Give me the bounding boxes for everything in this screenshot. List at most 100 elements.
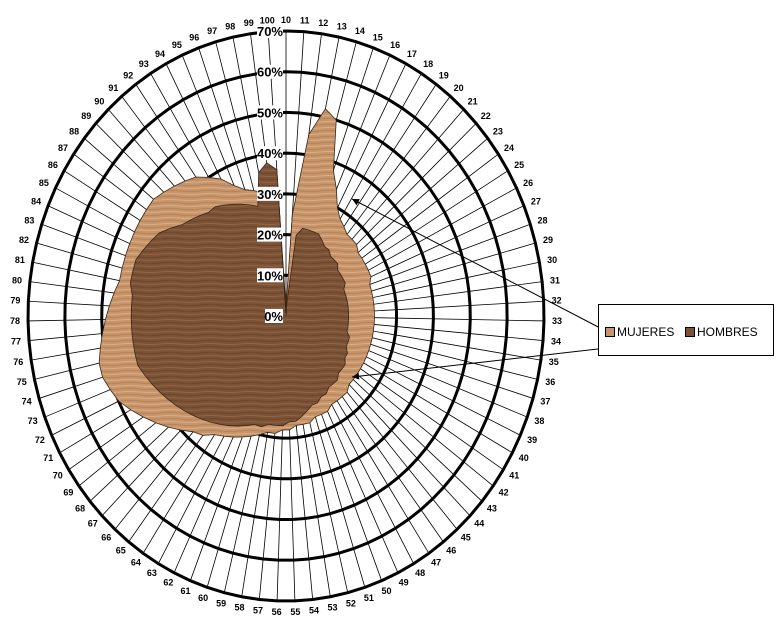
category-label: 67 (88, 518, 98, 528)
category-label: 60 (198, 593, 208, 603)
category-label: 20 (454, 83, 464, 93)
category-label: 76 (13, 357, 23, 367)
category-label: 85 (39, 178, 49, 188)
legend-item-mujeres: MUJERES (605, 325, 674, 339)
tick-label: 30% (257, 187, 283, 202)
category-label: 23 (493, 126, 503, 136)
category-label: 56 (272, 607, 282, 617)
category-label: 81 (15, 255, 25, 265)
category-label: 89 (81, 111, 91, 121)
category-label: 53 (328, 603, 338, 613)
category-label: 75 (17, 377, 27, 387)
tick-label-bg (257, 146, 283, 161)
category-label: 79 (10, 296, 20, 306)
series-area-hombres (129, 162, 350, 428)
category-label: 43 (487, 503, 497, 513)
tick-label: 0% (264, 309, 283, 324)
category-label: 95 (172, 40, 182, 50)
category-label: 36 (545, 377, 555, 387)
category-label: 48 (415, 568, 425, 578)
category-label: 51 (364, 593, 374, 603)
category-label: 94 (155, 49, 165, 59)
category-label: 82 (19, 235, 29, 245)
legend-arrow-mujeres (351, 198, 605, 331)
tick-label: 20% (257, 228, 283, 243)
tick-label: 70% (257, 24, 283, 39)
legend-arrow-mujeres-head (352, 199, 360, 206)
category-label: 98 (225, 21, 235, 31)
category-label: 42 (499, 487, 509, 497)
category-label: 57 (253, 605, 263, 615)
grid-ring (63, 70, 509, 562)
category-label: 72 (35, 435, 45, 445)
category-label: 22 (481, 111, 491, 121)
tick-label: 50% (257, 105, 283, 120)
category-label: 39 (527, 435, 537, 445)
category-label: 84 (31, 197, 41, 207)
category-label: 27 (531, 197, 541, 207)
category-label: 28 (538, 216, 548, 226)
category-label: 14 (355, 26, 365, 36)
category-label: 47 (431, 557, 441, 567)
category-label: 26 (523, 178, 533, 188)
category-label: 78 (10, 316, 20, 326)
legend: MUJERES HOMBRES (598, 304, 774, 356)
category-label: 10 (281, 15, 291, 25)
tick-label-bg (257, 24, 283, 38)
category-label: 29 (543, 235, 553, 245)
category-label: 49 (399, 578, 409, 588)
category-label: 40 (519, 453, 529, 463)
tick-label-bg (265, 309, 283, 323)
category-label: 100 (260, 16, 275, 26)
category-label: 68 (75, 503, 85, 513)
category-label: 80 (12, 275, 22, 285)
category-label: 37 (540, 397, 550, 407)
category-label: 31 (550, 275, 560, 285)
legend-swatch-mujeres (605, 327, 615, 337)
category-label: 34 (551, 337, 561, 347)
category-label: 66 (101, 533, 111, 543)
category-label: 38 (534, 416, 544, 426)
category-label: 97 (207, 26, 217, 36)
category-label: 32 (552, 296, 562, 306)
tick-label-bg (257, 105, 283, 120)
category-label: 70 (53, 471, 63, 481)
category-label: 46 (446, 546, 456, 556)
category-label: 59 (216, 598, 226, 608)
category-label: 44 (474, 518, 484, 528)
category-label: 62 (163, 578, 173, 588)
category-label: 50 (381, 586, 391, 596)
category-label: 11 (300, 16, 310, 26)
radial-tick-labels: 0% 10% 20% 30% 40% 50% 60% 70% (257, 24, 283, 324)
category-label: 18 (423, 59, 433, 69)
grid-ring (100, 110, 472, 521)
category-label: 73 (28, 416, 38, 426)
category-label: 12 (318, 18, 328, 28)
legend-arrow-hombres-head (352, 372, 360, 380)
category-label: 88 (69, 126, 79, 136)
category-label: 93 (139, 59, 149, 69)
category-label: 91 (108, 83, 118, 93)
category-label: 17 (407, 49, 417, 59)
tick-label: 10% (257, 268, 283, 283)
category-label: 16 (390, 40, 400, 50)
category-label: 61 (181, 586, 191, 596)
legend-label-hombres: HOMBRES (697, 325, 758, 339)
category-label: 33 (552, 316, 562, 326)
series-areas (98, 108, 375, 438)
category-label: 41 (509, 471, 519, 481)
legend-swatch-hombres (685, 327, 695, 337)
category-label: 65 (116, 546, 126, 556)
category-label: 13 (337, 21, 347, 31)
legend-label-mujeres: MUJERES (617, 325, 675, 339)
category-label: 30 (547, 255, 557, 265)
category-label: 21 (468, 96, 478, 106)
tick-label-bg (257, 186, 283, 201)
category-label: 77 (11, 337, 21, 347)
tick-label-bg (257, 268, 283, 283)
tick-label-bg (257, 64, 283, 79)
category-label: 52 (346, 598, 356, 608)
category-label: 71 (43, 453, 53, 463)
